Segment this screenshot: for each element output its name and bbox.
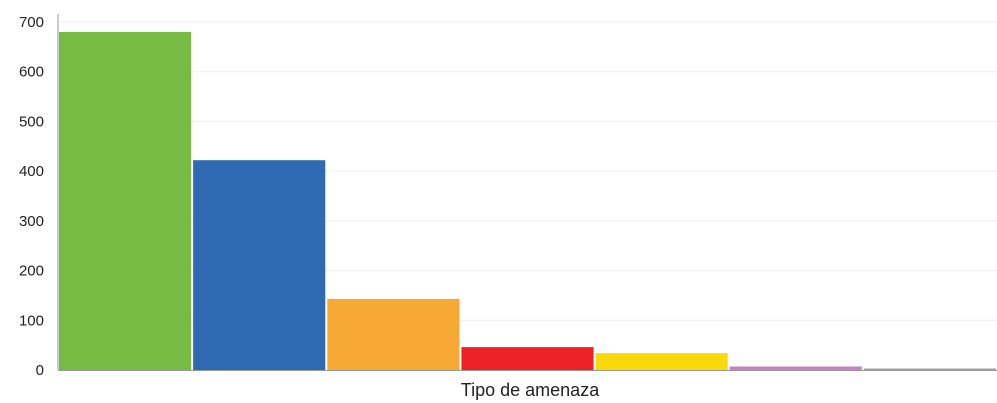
y-tick-label-700: 700 bbox=[19, 14, 44, 31]
axes bbox=[57, 14, 997, 371]
y-tick-label-200: 200 bbox=[19, 263, 44, 280]
x-axis-title: Tipo de amenaza bbox=[461, 380, 600, 400]
bar-2 bbox=[193, 160, 326, 370]
y-tick-label-100: 100 bbox=[19, 312, 44, 329]
y-tick-label-0: 0 bbox=[36, 362, 44, 379]
y-tick-label-600: 600 bbox=[19, 64, 44, 81]
y-tick-labels: 0 100 200 300 400 500 600 700 bbox=[19, 14, 44, 379]
bars bbox=[59, 31, 996, 370]
bar-3 bbox=[327, 298, 460, 370]
bar-4 bbox=[461, 347, 594, 370]
y-tick-label-300: 300 bbox=[19, 213, 44, 230]
bar-6 bbox=[729, 366, 862, 370]
y-tick-label-400: 400 bbox=[19, 163, 44, 180]
bar-5 bbox=[595, 353, 728, 370]
bar-1 bbox=[59, 31, 192, 370]
bar-7 bbox=[863, 368, 996, 370]
y-tick-label-500: 500 bbox=[19, 113, 44, 130]
